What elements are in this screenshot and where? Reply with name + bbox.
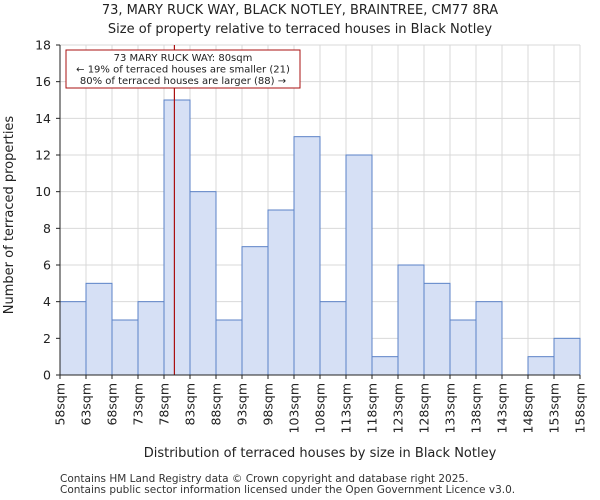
bar-58sqm	[59, 301, 87, 376]
y-tick-label-6: 6	[43, 258, 51, 273]
x-tick-label-158sqm: 158sqm	[573, 383, 588, 433]
bar-123sqm	[397, 264, 425, 376]
annotation-box	[65, 49, 301, 89]
x-tick-label-73sqm: 73sqm	[131, 383, 146, 426]
bar-133sqm	[449, 319, 477, 376]
x-tick-label-98sqm: 98sqm	[261, 383, 276, 426]
y-tick-label-4: 4	[43, 294, 51, 309]
x-tick-label-128sqm: 128sqm	[417, 383, 432, 433]
x-tick-label-143sqm: 143sqm	[495, 383, 510, 433]
bar-63sqm	[85, 282, 113, 376]
y-axis-ticks: 0 2 4 6 8 10 12 14 16 18	[35, 38, 60, 383]
bar-118sqm	[371, 356, 399, 376]
bar-138sqm	[475, 301, 503, 376]
annotation-line-2: ← 19% of terraced houses are smaller (21…	[76, 65, 290, 76]
x-tick-label-133sqm: 133sqm	[443, 383, 458, 433]
bar-103sqm	[293, 136, 321, 376]
bar-73sqm	[137, 301, 165, 376]
y-tick-label-0: 0	[43, 368, 51, 383]
bar-98sqm	[267, 209, 295, 376]
x-tick-label-83sqm: 83sqm	[183, 383, 198, 426]
x-tick-label-63sqm: 63sqm	[79, 383, 94, 426]
bar-68sqm	[111, 319, 139, 376]
bar-113sqm	[345, 154, 373, 376]
x-tick-label-148sqm: 148sqm	[521, 383, 536, 433]
bar-153sqm	[553, 337, 581, 376]
x-tick-label-118sqm: 118sqm	[365, 383, 380, 433]
x-tick-label-78sqm: 78sqm	[157, 383, 172, 426]
x-axis-ticks: 58sqm 63sqm 68sqm 73sqm 78sqm 83sqm 88sqm 93sqm…	[53, 375, 588, 433]
x-axis-label: Distribution of terraced houses by size …	[144, 446, 497, 461]
x-tick-label-153sqm: 153sqm	[547, 383, 562, 433]
y-tick-label-2: 2	[43, 331, 51, 346]
y-tick-label-10: 10	[35, 184, 51, 199]
x-tick-label-88sqm: 88sqm	[209, 383, 224, 426]
x-tick-label-93sqm: 93sqm	[235, 383, 250, 426]
chart-title: 73, MARY RUCK WAY, BLACK NOTLEY, BRAINTR…	[102, 3, 498, 18]
y-tick-label-12: 12	[35, 148, 51, 163]
chart-subtitle: Size of property relative to terraced ho…	[108, 22, 492, 37]
x-tick-label-113sqm: 113sqm	[339, 383, 354, 433]
y-tick-label-18: 18	[35, 38, 51, 53]
bar-128sqm	[423, 282, 451, 376]
y-tick-label-14: 14	[35, 111, 51, 126]
x-tick-label-138sqm: 138sqm	[469, 383, 484, 433]
marker-annotation: 73 MARY RUCK WAY: 80sqm ← 19% of terrace…	[65, 49, 301, 89]
bars-group	[59, 99, 581, 376]
footer-licence: Contains public sector information licen…	[60, 484, 516, 496]
annotation-line-1: 73 MARY RUCK WAY: 80sqm	[114, 53, 253, 64]
bar-108sqm	[319, 301, 347, 376]
bar-83sqm	[189, 191, 217, 376]
annotation-line-3: 80% of terraced houses are larger (88) →	[80, 76, 286, 87]
footer-copyright: Contains HM Land Registry data © Crown c…	[60, 473, 469, 485]
y-tick-label-8: 8	[43, 221, 51, 236]
bar-88sqm	[215, 319, 243, 376]
x-tick-label-123sqm: 123sqm	[391, 383, 406, 433]
x-tick-label-108sqm: 108sqm	[313, 383, 328, 433]
bar-78sqm	[163, 99, 191, 376]
x-tick-label-58sqm: 58sqm	[53, 383, 68, 426]
y-tick-label-16: 16	[35, 74, 51, 89]
bar-148sqm	[527, 356, 555, 376]
x-tick-label-68sqm: 68sqm	[105, 383, 120, 426]
x-tick-label-103sqm: 103sqm	[287, 383, 302, 433]
y-axis-label: Number of terraced properties	[2, 116, 17, 315]
bar-93sqm	[241, 246, 269, 376]
